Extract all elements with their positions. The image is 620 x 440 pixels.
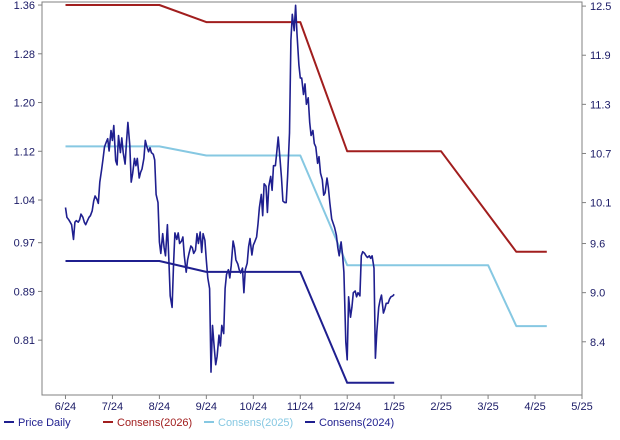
x-tick-label: 8/24: [149, 401, 170, 413]
y-left-tick-label: 1.36: [14, 0, 35, 12]
y-right-tick-label: 9.6: [590, 239, 605, 251]
y-right-tick-label: 12.5: [590, 1, 611, 13]
x-tick-label: 11/24: [287, 401, 314, 413]
y-left-tick-label: 1.20: [14, 98, 35, 110]
series-line-consens-2026: [65, 4, 547, 253]
series-line-price-daily: [64, 4, 395, 373]
x-tick-label: 1/25: [383, 401, 404, 413]
series-line-consens-2025: [65, 145, 547, 328]
y-right-tick-label: 8.4: [590, 337, 605, 349]
x-tick-label: 2/25: [430, 401, 451, 413]
y-right-tick-label: 10.1: [590, 198, 611, 210]
legend-label: Consens(2025): [218, 417, 293, 429]
y-right-tick-label: 9.0: [590, 288, 605, 300]
x-tick-label: 12/24: [333, 401, 361, 413]
y-left-tick-label: 0.97: [14, 238, 35, 250]
y-left-tick-label: 0.81: [14, 335, 35, 347]
legend-label: Consens(2024): [319, 417, 394, 429]
x-axis: 6/24 7/24 8/24 9/24 10/24 11/24 12/24 1/25 2/25 3…: [55, 395, 593, 413]
y-axis-left: 1.36 1.28 1.20 1.12 1.04 0.97 0.89 0.81: [14, 0, 42, 347]
legend-label: Consens(2026): [117, 417, 192, 429]
series-layer: [64, 4, 547, 384]
x-tick-label: 4/25: [524, 401, 545, 413]
y-axis-right: 12.5 11.9 11.3 10.7 10.1 9.6 9.0 8.4: [582, 1, 611, 349]
y-right-tick-label: 10.7: [590, 148, 611, 160]
y-left-tick-label: 0.89: [14, 286, 35, 298]
y-right-tick-label: 11.3: [590, 99, 611, 111]
series-line-consens-2024: [65, 260, 395, 384]
legend: Price Daily Consens(2026) Consens(2025) Con…: [4, 417, 394, 429]
y-left-tick-label: 1.04: [14, 195, 35, 207]
y-left-tick-label: 1.28: [14, 49, 35, 61]
plot-frame: [41, 1, 583, 396]
x-tick-label: 10/24: [240, 401, 268, 413]
x-tick-label: 9/24: [196, 401, 217, 413]
y-right-tick-label: 11.9: [590, 50, 611, 62]
x-tick-label: 6/24: [55, 401, 76, 413]
x-tick-label: 5/25: [571, 401, 592, 413]
x-tick-label: 7/24: [102, 401, 123, 413]
y-left-tick-label: 1.12: [14, 146, 35, 158]
x-tick-label: 3/25: [477, 401, 498, 413]
legend-label: Price Daily: [18, 417, 71, 429]
